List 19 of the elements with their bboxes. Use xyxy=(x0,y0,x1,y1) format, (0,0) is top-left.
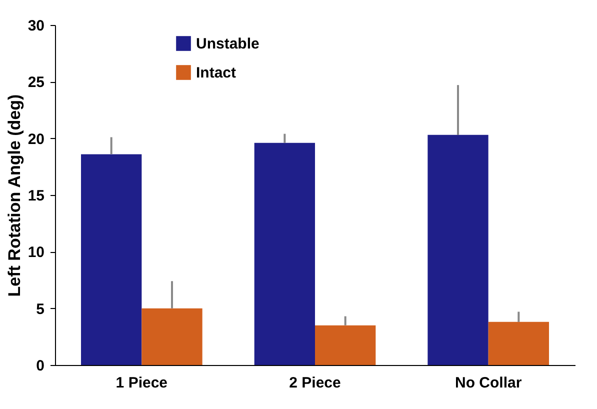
bar xyxy=(315,325,376,365)
bar xyxy=(428,134,488,365)
x-tick-label: 1 Piece xyxy=(116,374,168,392)
bar xyxy=(81,154,142,365)
legend-label: Unstable xyxy=(196,36,260,52)
y-tick-label: 5 xyxy=(36,300,44,318)
y-tick-label: 25 xyxy=(28,74,44,92)
bar xyxy=(254,142,315,365)
y-tick-label: 10 xyxy=(28,244,44,262)
x-tick-label: No Collar xyxy=(454,374,522,392)
bar xyxy=(142,308,202,365)
y-tick-label: 15 xyxy=(28,188,44,204)
legend-label: Intact xyxy=(196,64,236,82)
y-tick-label: 30 xyxy=(28,18,44,34)
x-tick-label: 2 Piece xyxy=(289,374,341,392)
y-tick-label: 0 xyxy=(36,358,44,374)
bar xyxy=(488,322,549,365)
y-tick-label: 20 xyxy=(28,130,44,148)
y-axis-title: Left Rotation Angle (deg) xyxy=(4,94,24,297)
